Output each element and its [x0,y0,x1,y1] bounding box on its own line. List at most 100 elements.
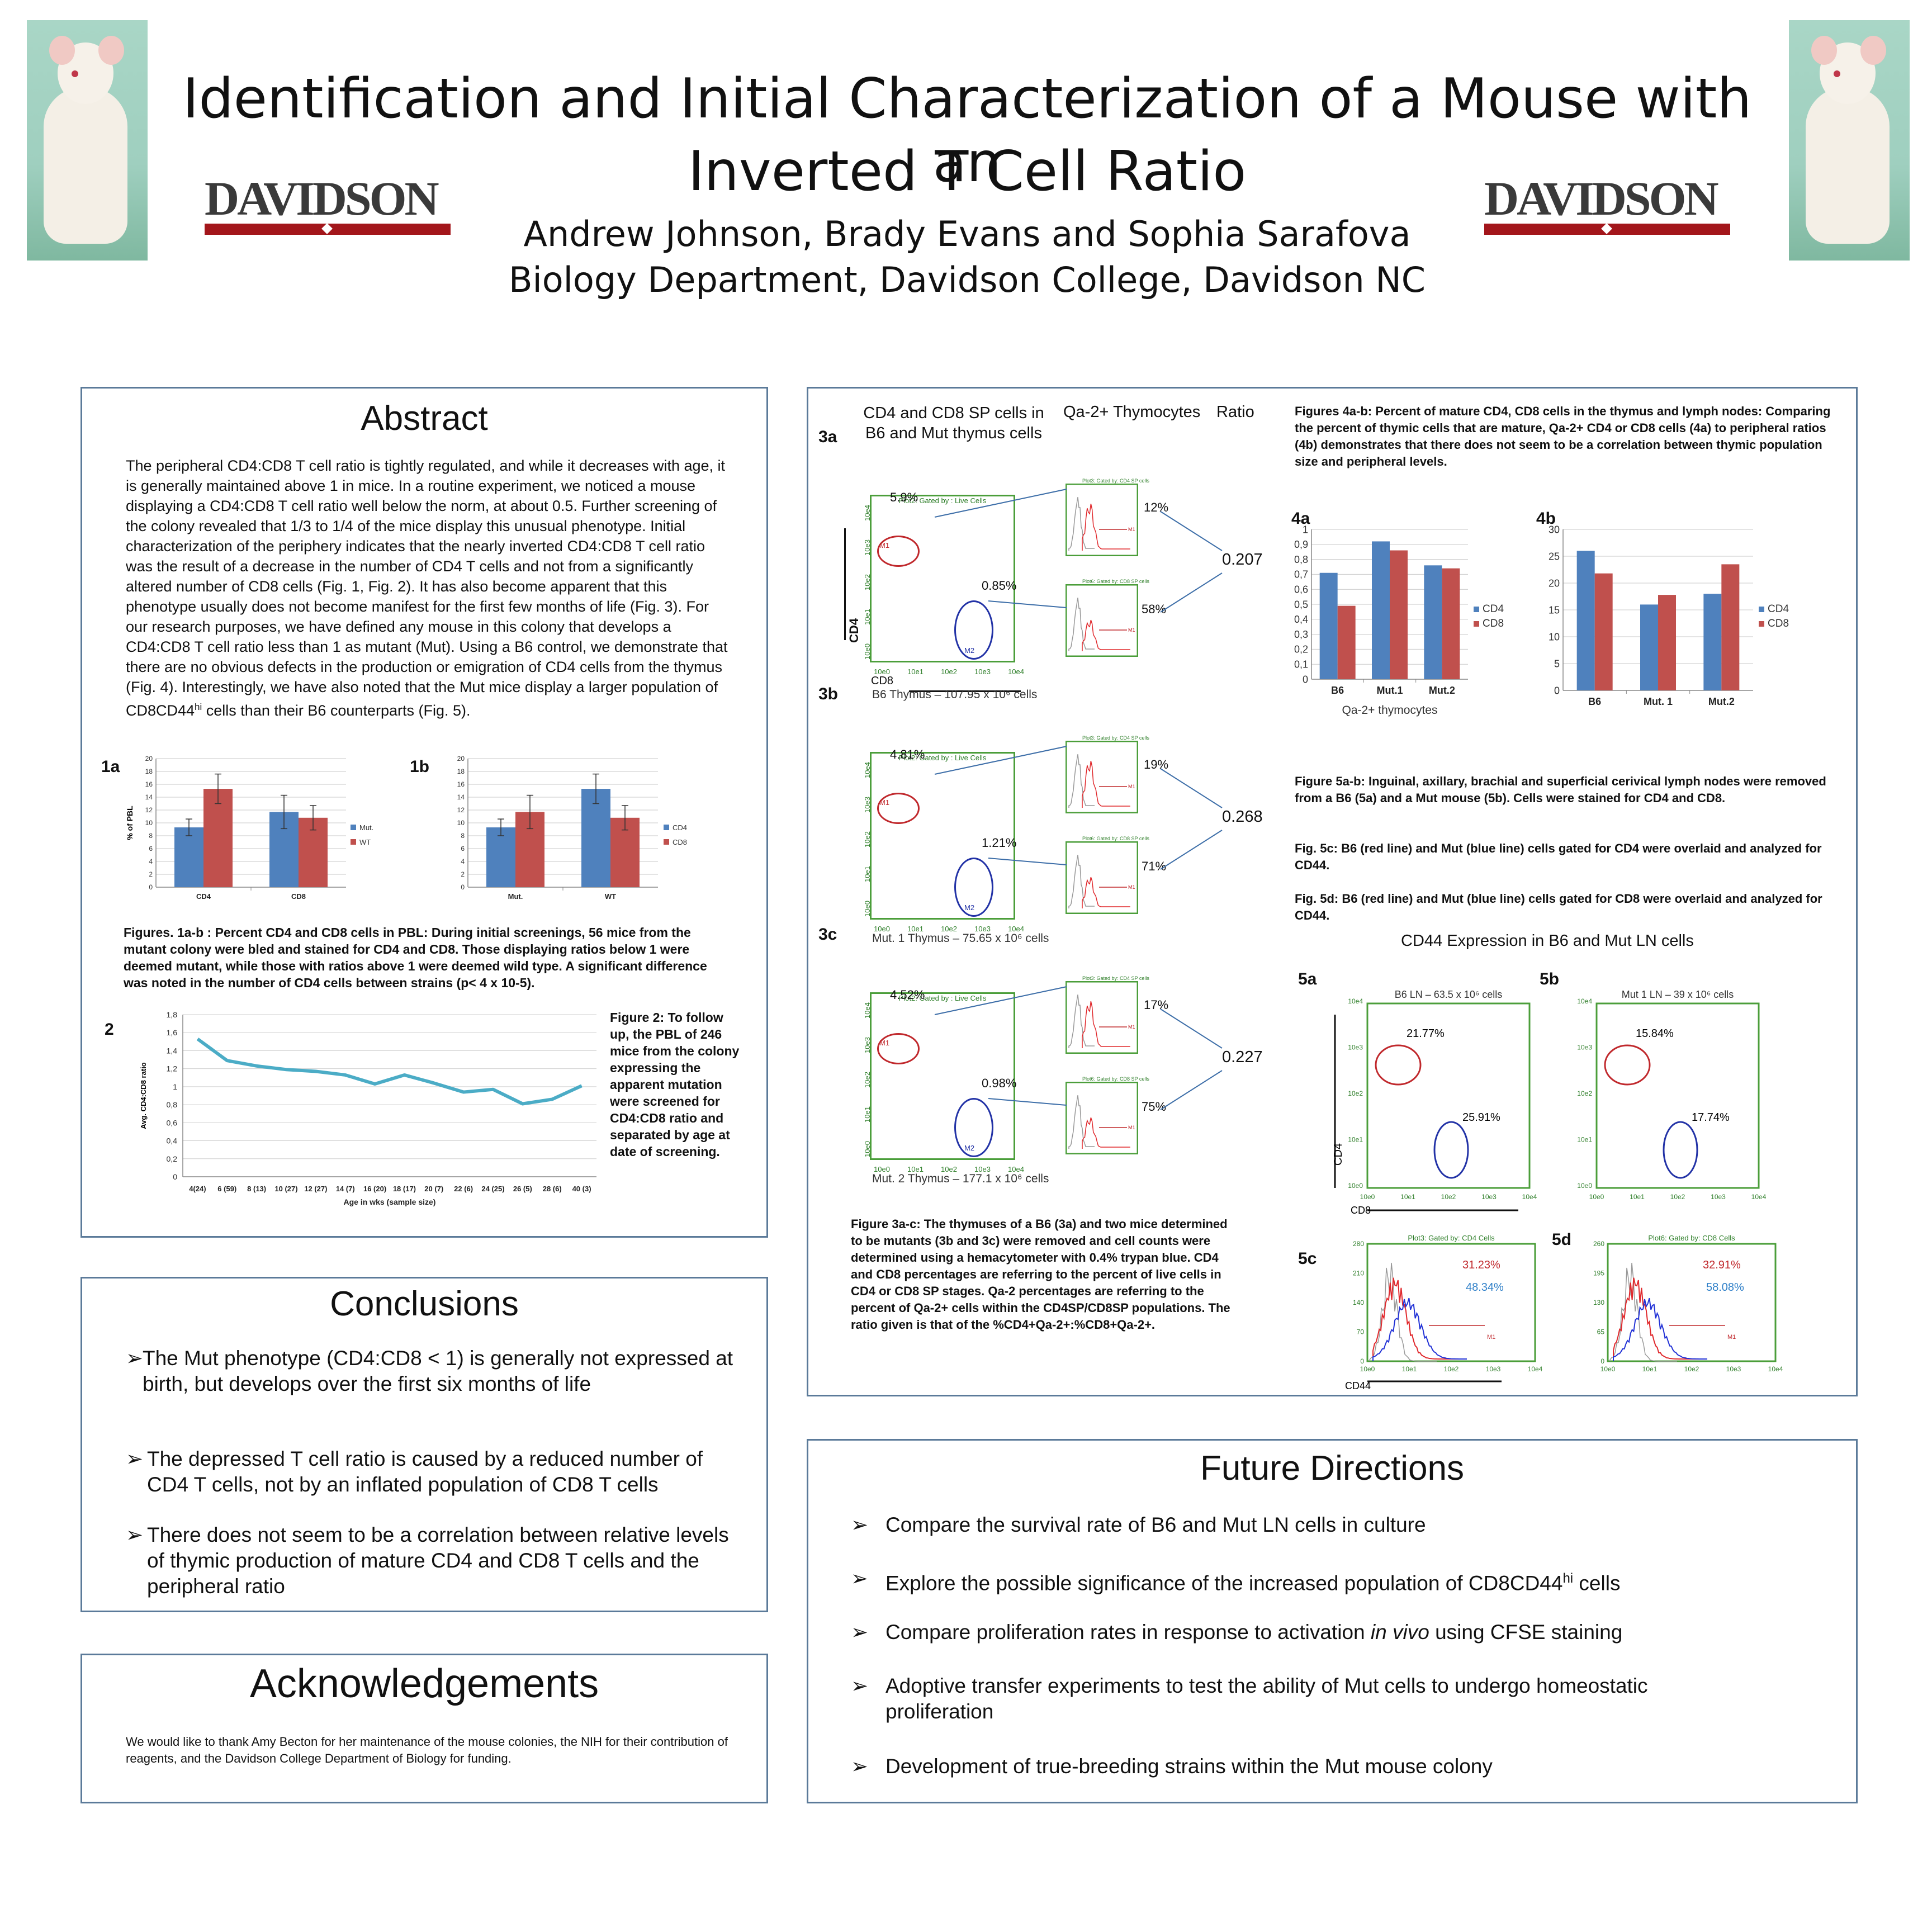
y-tick-label: 0 [173,1172,177,1181]
x-tick-label: Mut. 1 [1644,696,1673,707]
y-tick-label: 6 [461,845,465,853]
histogram-frame [1066,484,1138,556]
x-tick-label: 10e3 [974,667,991,676]
x-tick-label: Mut.2 [1708,696,1735,707]
conclusions-heading: Conclusions [330,1285,519,1323]
fig5ab-caption: Figure 5a-b: Inguinal, axillary, brachia… [1295,774,1826,805]
poster-title-line2: Inverted T Cell Ratio [688,140,1247,203]
y-tick-label: 16 [457,780,465,788]
plot-header: Plot3: Gated by: CD4 Cells [1408,1234,1495,1242]
y-tick-label: 10e0 [863,901,872,917]
x-tick-label: 10e3 [1486,1365,1501,1373]
histogram-red [1082,877,1130,908]
x-tick-label: 10e1 [1400,1193,1415,1201]
x-tick-label: 10e2 [1684,1365,1699,1373]
y-tick-label: 140 [1353,1299,1364,1306]
legend-label: CD8 [1768,618,1789,629]
x-tick-label: 10e1 [907,1165,924,1173]
y-tick-label: 10 [1549,631,1560,642]
gate-label: M1 [879,541,890,550]
x-tick-label: Mut.2 [1429,685,1455,696]
plot-frame [1595,1002,1760,1189]
fig3-col2-header: Qa-2+ Thymocytes [1063,403,1201,421]
fig3-row-label: 3c [818,925,837,944]
fig3-cd4-histogram: M1 [1066,981,1138,1054]
y-tick-label: 16 [145,780,153,788]
bar [1576,551,1595,690]
fig5d-plot: Plot6: Gated by: CD8 Cells M1 32.91% 58.08%… [1593,1234,1783,1373]
y-tick-label: 1,6 [167,1028,178,1037]
gate-label: M2 [964,646,975,655]
y-tick-label: 10e3 [863,539,872,556]
y-tick-label: 0,5 [1294,599,1308,610]
legend-label: CD8 [1483,618,1504,629]
x-axis-label: Qa-2+ thymocytes [1342,704,1438,717]
x-tick-label: 40 (3) [572,1185,591,1193]
fig1-caption: Figures. 1a-b : Percent CD4 and CD8 cell… [124,925,707,990]
bar [1319,572,1338,679]
fig3-cd8-histogram: M1 [1066,1082,1138,1154]
x-tick-label: 10e4 [1008,925,1024,933]
axis-label-cd44: CD44 [1345,1380,1371,1391]
x-tick-label: 10e1 [907,925,924,933]
connector-line [1160,830,1223,870]
fig5a-plot: B6 LN – 63.5 x 10⁶ cells 21.77% 25.91% 10e0… [1332,989,1537,1216]
future-heading: Future Directions [1200,1449,1465,1488]
x-tick-label: 10e2 [941,1165,957,1173]
histogram-gray [1369,1262,1437,1362]
cd8-gate [954,1098,993,1157]
x-tick-label: 10e0 [1600,1365,1616,1373]
fig3-col1-header: CD4 and CD8 SP cells in B6 and Mut thymu… [863,404,1044,442]
y-tick-label: 0 [461,883,465,891]
histogram-header: Plot6: Gated by: CD8 SP cells [1082,836,1149,841]
fig5c-label: 5c [1298,1249,1317,1268]
legend-label: CD4 [1768,603,1789,615]
bar [203,789,233,887]
y-tick-label: 0,6 [167,1118,178,1127]
bar [1594,573,1613,690]
fig1a-label: 1a [101,757,120,776]
x-tick-label: 10e2 [941,925,957,933]
qa2-cd4-percent: 12% [1144,500,1169,514]
y-tick-label: 2 [461,870,465,878]
acknowledgements-panel: Acknowledgements We would like to thank … [80,1654,768,1803]
fig5c-plot: Plot3: Gated by: CD4 Cells M1 31.23% 48.34%… [1345,1234,1543,1391]
fig3-row-label: 3b [818,685,839,703]
cd8-gate [1663,1121,1698,1179]
x-tick-label: 8 (13) [247,1185,266,1193]
fig3-col3-header: Ratio [1216,403,1254,421]
x-tick-label: 26 (5) [513,1185,532,1193]
cd4-gate [877,1033,920,1064]
future-directions-panel: Future Directions ➢ Compare the survival … [807,1439,1858,1803]
cd8-gate [954,600,993,660]
y-tick-label: 25 [1549,551,1560,562]
y-tick-label: 20 [1549,577,1560,589]
fig1a-chart: 0 2 4 6 8 10 12 14 16 18 20 CD4 CD8 Mut. WT % of PBL [125,755,373,901]
cd8-percent: 0.85% [982,579,1017,593]
histogram-red [1082,760,1130,808]
gate-label: M2 [964,903,975,912]
x-tick-label: 10e4 [1751,1193,1767,1201]
y-tick-label: 65 [1597,1328,1605,1336]
y-tick-label: 10e0 [1577,1182,1592,1190]
y-tick-label: 10e1 [863,609,872,625]
x-tick-label: 10e2 [1444,1365,1459,1373]
y-tick-label: 10e4 [1348,997,1363,1005]
connector-line [1160,1008,1223,1049]
cd4-gate [1375,1044,1422,1086]
cd4-percent: 21.77% [1407,1027,1445,1040]
qa2-cd4-percent: 19% [1144,757,1169,771]
x-tick-label: 10e4 [1522,1193,1537,1201]
davidson-logo-right: DAVIDSON [1484,174,1730,235]
mut-percent: 58.08% [1706,1281,1744,1294]
ratio-value: 0.268 [1222,808,1263,826]
y-tick-label: 0 [1554,685,1560,696]
y-tick-label: 10e4 [863,1002,872,1019]
y-tick-label: 10e1 [863,1106,872,1123]
cd4-gate [877,793,920,824]
y-tick-label: 20 [457,755,465,763]
y-tick-label: 4 [149,858,153,865]
x-tick-label: 10e2 [941,667,957,676]
y-tick-label: 130 [1593,1299,1604,1306]
plot-frame [1366,1002,1531,1189]
